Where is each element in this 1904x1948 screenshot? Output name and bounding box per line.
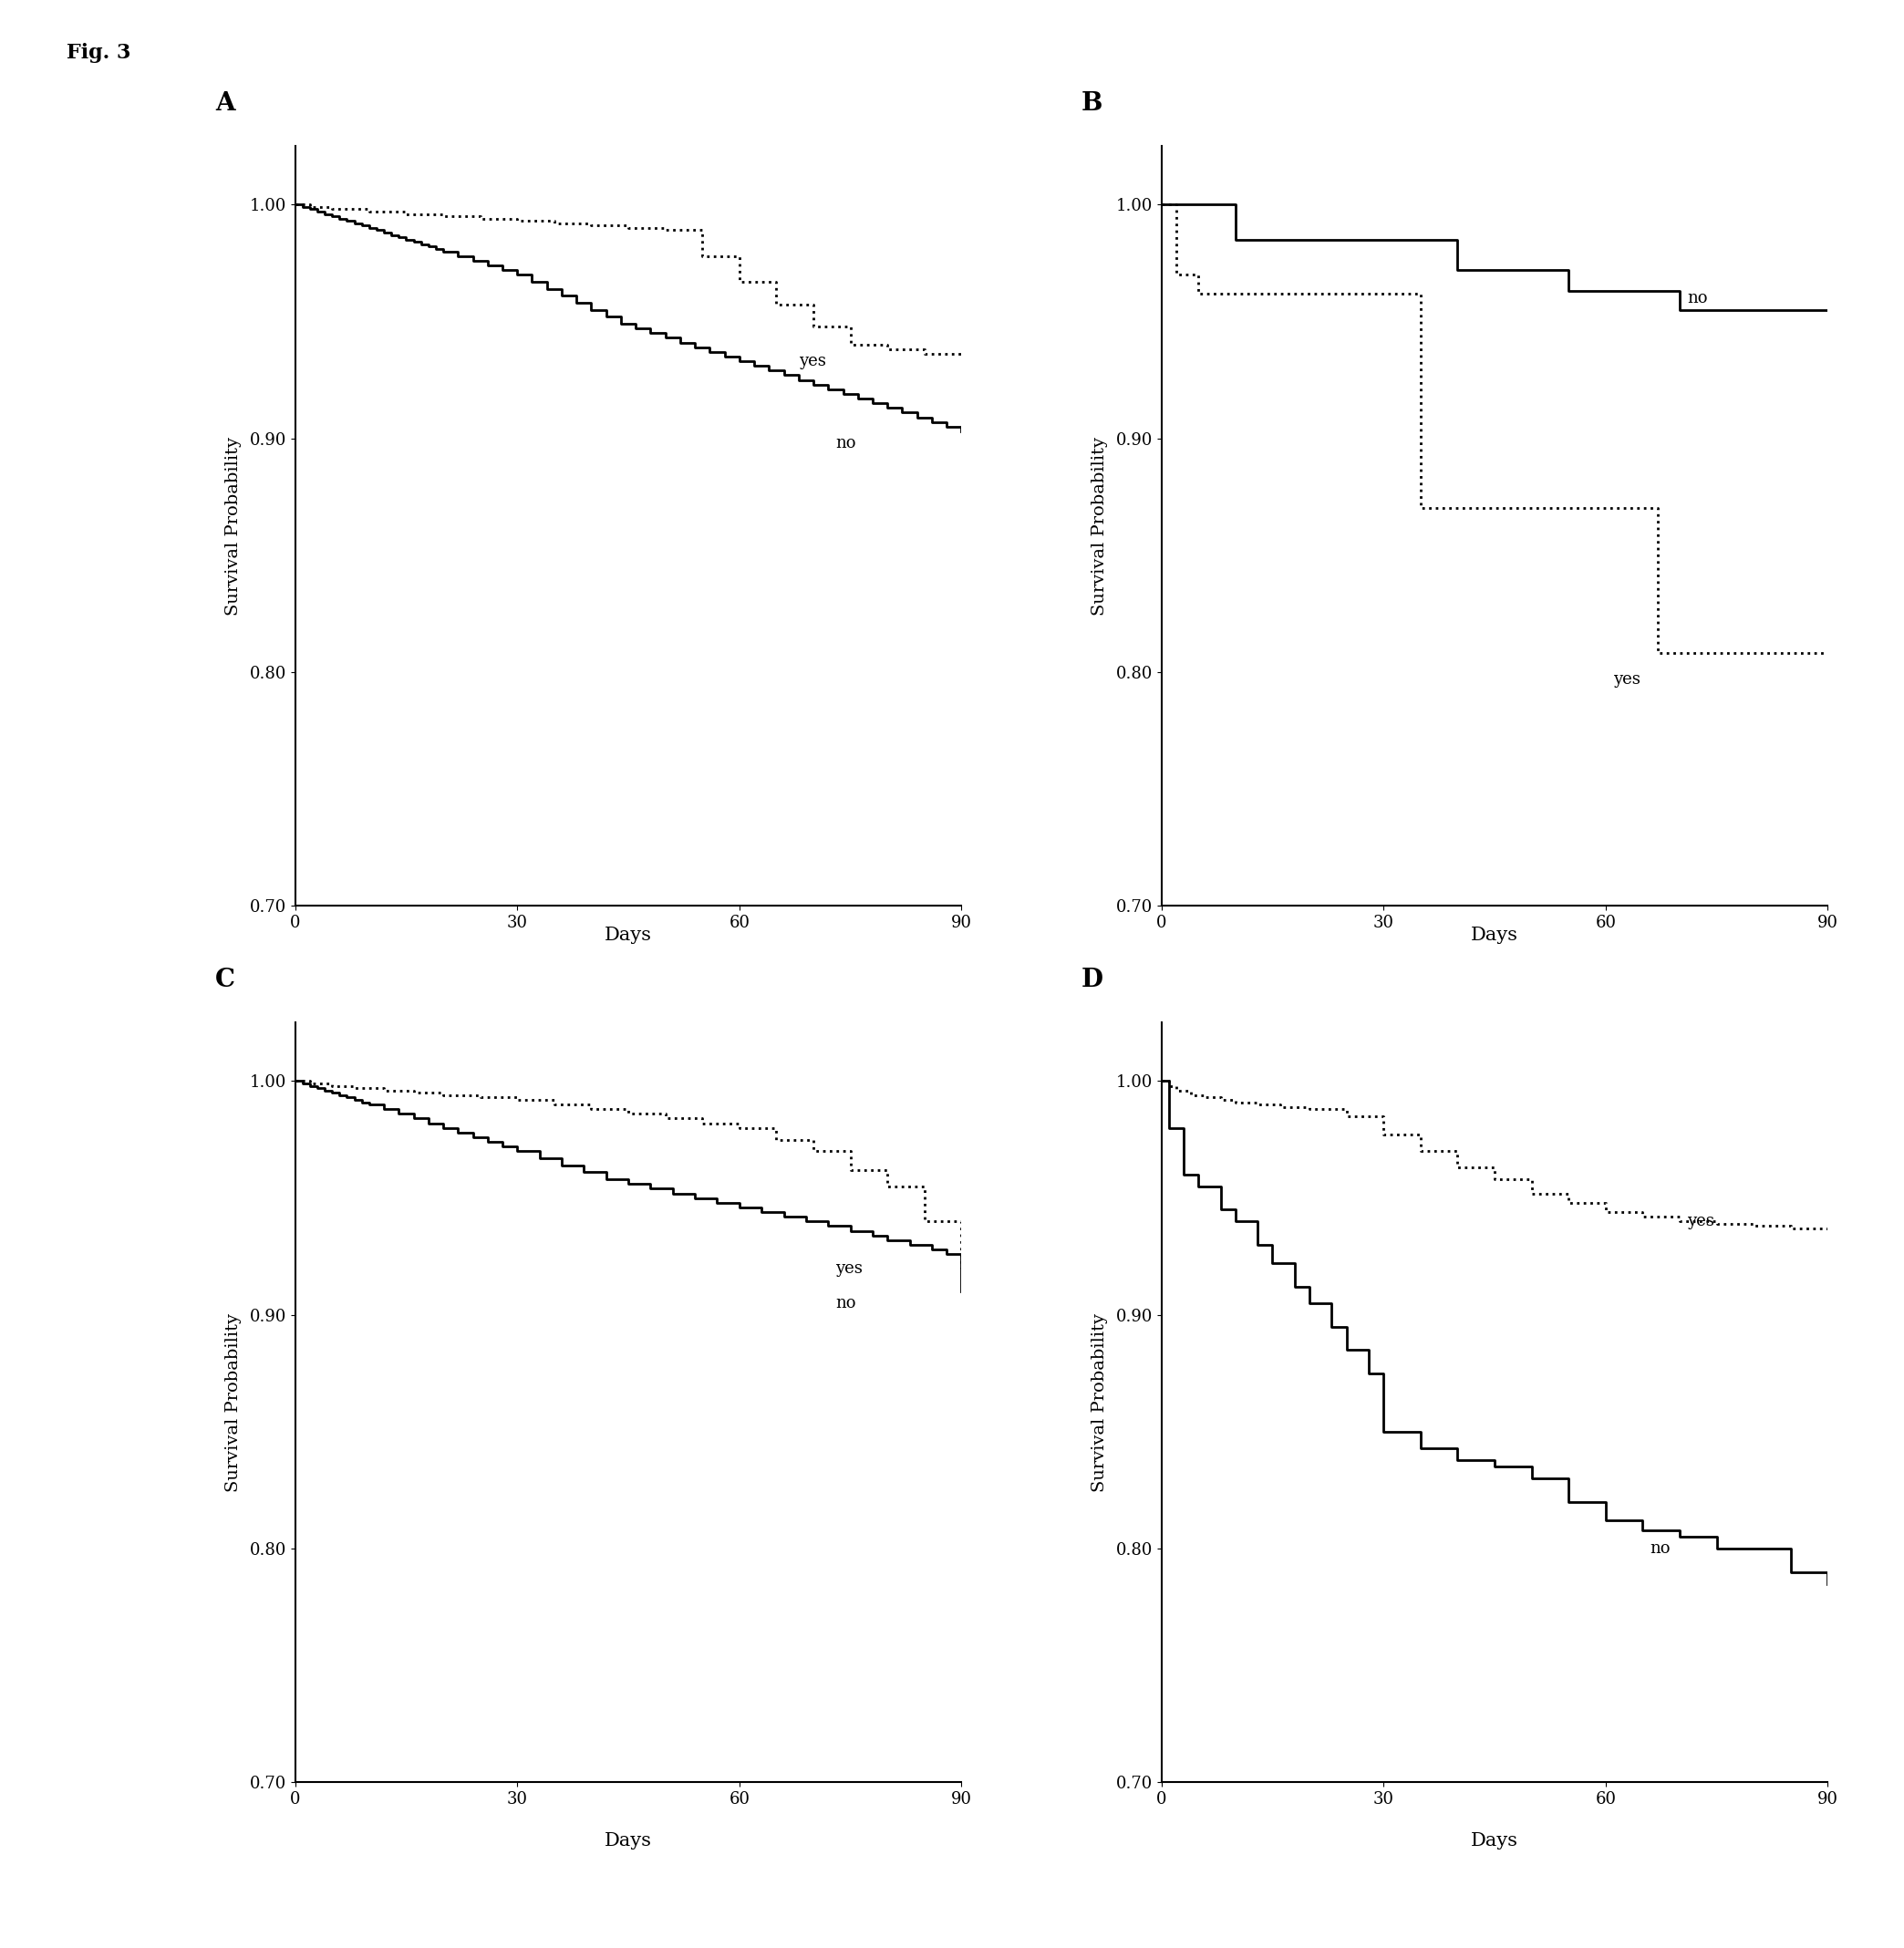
Y-axis label: Survival Probability: Survival Probability [225, 1313, 242, 1492]
Text: Days: Days [1472, 1833, 1517, 1849]
Text: no: no [836, 1295, 857, 1311]
Y-axis label: Survival Probability: Survival Probability [1091, 1313, 1108, 1492]
Text: yes: yes [1613, 670, 1641, 688]
Text: Days: Days [605, 927, 651, 943]
Text: yes: yes [836, 1260, 863, 1276]
Text: no: no [836, 434, 857, 452]
Text: Fig. 3: Fig. 3 [67, 43, 131, 62]
Y-axis label: Survival Probability: Survival Probability [1091, 436, 1108, 616]
Text: D: D [1081, 968, 1102, 992]
Text: no: no [1651, 1541, 1670, 1556]
Text: yes: yes [1687, 1214, 1714, 1229]
Text: Days: Days [605, 1833, 651, 1849]
Text: B: B [1081, 92, 1102, 115]
Text: C: C [215, 968, 236, 992]
Y-axis label: Survival Probability: Survival Probability [225, 436, 242, 616]
Text: A: A [215, 92, 234, 115]
Text: Days: Days [1472, 927, 1517, 943]
Text: yes: yes [798, 353, 826, 370]
Text: no: no [1687, 290, 1708, 306]
